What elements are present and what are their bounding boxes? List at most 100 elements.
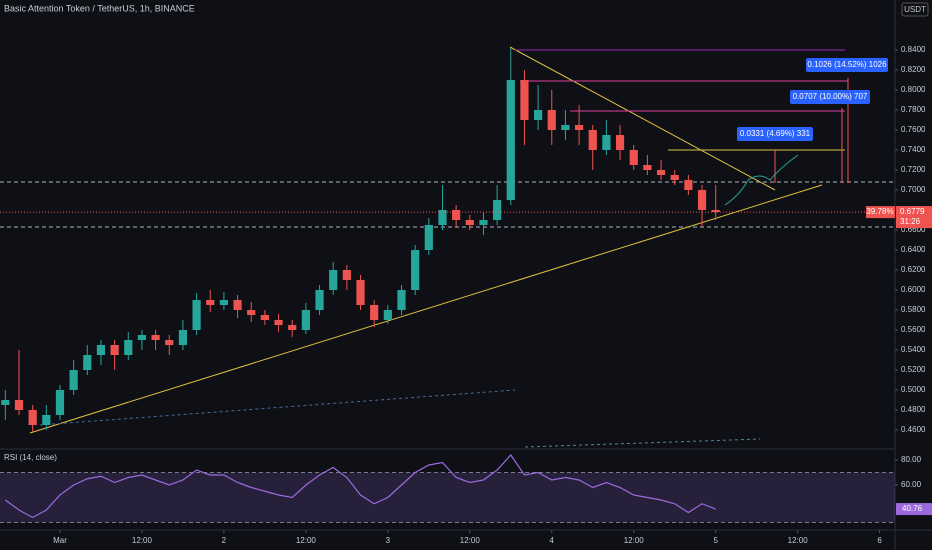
candle-body xyxy=(342,270,351,280)
x-tick-label: 12:00 xyxy=(296,536,317,545)
trend-line xyxy=(29,184,823,434)
candle-body xyxy=(629,150,638,165)
y-tick-label: 0.4800 xyxy=(901,405,926,414)
candle-body xyxy=(615,135,625,150)
y-tick-label: 0.8000 xyxy=(901,85,926,94)
candle-body xyxy=(547,110,556,130)
measure-label: 0.1026 (14.52%) 1026 xyxy=(807,60,887,69)
candle-body xyxy=(520,80,529,120)
y-tick-label: 0.4600 xyxy=(901,425,926,434)
candle-body xyxy=(370,305,379,320)
candle-body xyxy=(247,310,256,315)
candle-body xyxy=(233,300,242,310)
measure-label: 0.0331 (4.69%) 331 xyxy=(740,129,811,138)
candle-body xyxy=(83,355,92,370)
candle-body xyxy=(656,170,666,175)
candle-body xyxy=(315,290,324,310)
y-tick-label: 0.7200 xyxy=(901,165,926,174)
x-tick-label: 12:00 xyxy=(624,536,645,545)
candle-body xyxy=(711,210,720,213)
countdown: 31:26 xyxy=(900,217,921,226)
candle-body xyxy=(42,415,51,425)
y-tick-label: 0.6200 xyxy=(901,265,926,274)
trend-line xyxy=(509,46,776,191)
candle-body xyxy=(274,320,283,325)
candle-body xyxy=(28,410,37,425)
y-tick-label: 0.5000 xyxy=(901,385,926,394)
candle-body xyxy=(697,190,707,210)
y-tick-label: 0.5600 xyxy=(901,325,926,334)
candle-body xyxy=(137,335,147,340)
candle-body xyxy=(192,300,201,330)
rsi-band xyxy=(0,472,895,523)
candle-body xyxy=(288,325,297,330)
candle-body xyxy=(643,165,652,170)
price-box xyxy=(896,206,932,229)
measure-label: 0.0707 (10.00%) 707 xyxy=(793,92,868,101)
candle-body xyxy=(1,400,10,405)
measure-box xyxy=(806,58,888,72)
x-tick-label: 2 xyxy=(222,536,227,545)
candle-body xyxy=(124,340,133,355)
current-price: 0.6779 xyxy=(900,207,925,216)
candle-body xyxy=(411,250,420,290)
x-tick-label: 12:00 xyxy=(132,536,153,545)
drawings xyxy=(0,46,895,448)
candle-body xyxy=(96,345,106,355)
candle-body xyxy=(602,135,611,150)
candle-body xyxy=(165,340,174,345)
change-box xyxy=(866,206,895,219)
path-sketch xyxy=(724,154,799,206)
currency-box[interactable] xyxy=(901,2,929,17)
candle-body xyxy=(506,80,515,200)
candle-body xyxy=(178,330,188,345)
y-tick-label: 0.8400 xyxy=(901,45,926,54)
price-change: 39.78% xyxy=(866,207,893,216)
candle-body xyxy=(219,300,229,305)
candle-body xyxy=(69,370,78,390)
y-tick-label: 0.6400 xyxy=(901,245,926,254)
candle-body xyxy=(670,175,679,180)
y-tick-label: 0.7400 xyxy=(901,145,926,154)
projection-line xyxy=(39,389,516,426)
y-tick-label: 0.7800 xyxy=(901,105,926,114)
y-tick-label: 0.7000 xyxy=(901,185,926,194)
candle-body xyxy=(588,130,597,150)
y-tick-label: 0.6000 xyxy=(901,285,926,294)
y-tick-label: 0.5800 xyxy=(901,305,926,314)
candle-body xyxy=(438,210,447,225)
x-tick-label: 12:00 xyxy=(460,536,481,545)
candle-body xyxy=(301,310,310,330)
candle-body xyxy=(493,200,502,220)
x-tick-label: 12:00 xyxy=(788,536,809,545)
y-tick-label: 0.8200 xyxy=(901,65,926,74)
currency[interactable]: USDT xyxy=(904,5,926,14)
candle-body xyxy=(534,110,543,120)
y-tick-label: 0.5400 xyxy=(901,345,926,354)
x-tick-label: 5 xyxy=(713,536,718,545)
x-tick-label: 6 xyxy=(877,536,882,545)
x-tick-label: Mar xyxy=(53,536,67,545)
candle-body xyxy=(465,220,474,225)
candle-body xyxy=(206,300,215,305)
candle-body xyxy=(452,210,461,220)
x-tick-label: 3 xyxy=(386,536,391,545)
measure-box xyxy=(737,127,813,141)
rsi-value-box xyxy=(896,503,932,516)
rsi-tick-label: 60.00 xyxy=(901,480,922,489)
measure-box xyxy=(790,90,870,104)
candle-body xyxy=(55,390,65,415)
candle-body xyxy=(260,315,269,320)
rsi-line xyxy=(4,454,716,519)
candle-body xyxy=(383,310,392,320)
y-tick-label: 0.5200 xyxy=(901,365,926,374)
y-tick-label: 0.6600 xyxy=(901,225,926,234)
candle-body xyxy=(424,225,433,250)
candle-body xyxy=(110,345,119,355)
rsi-tick-label: 80.00 xyxy=(901,455,922,464)
candle-body xyxy=(397,290,406,310)
candle-body xyxy=(574,125,584,130)
candle-body xyxy=(151,335,160,340)
